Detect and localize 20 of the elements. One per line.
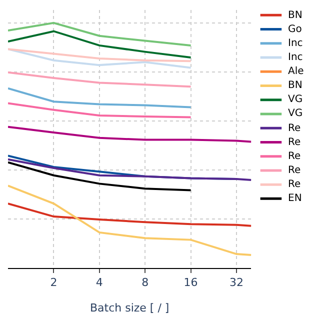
legend-label: BN [288,80,302,91]
legend-label: Inc [288,38,303,49]
legend-label: Re [288,151,301,162]
legend-label: Re [288,137,301,148]
legend-label: Go [288,24,302,35]
x-axis-title: Batch size [ / ] [90,301,170,314]
legend-label: BN [288,10,302,21]
legend-label: Re [288,165,301,176]
x-tick-label: 2 [50,276,58,290]
x-tick-label: 8 [142,276,149,290]
legend-label: Ale [288,66,304,77]
legend-label: Re [288,123,301,134]
legend-label: EN [288,193,302,204]
legend-label: VG [288,94,303,105]
x-tick-label: 32 [229,276,244,290]
x-tick-label: 16 [184,276,198,290]
legend-label: Inc [288,52,303,63]
x-tick-label: 4 [96,276,103,290]
legend-label: Re [288,179,301,190]
legend-label: VG [288,108,303,119]
